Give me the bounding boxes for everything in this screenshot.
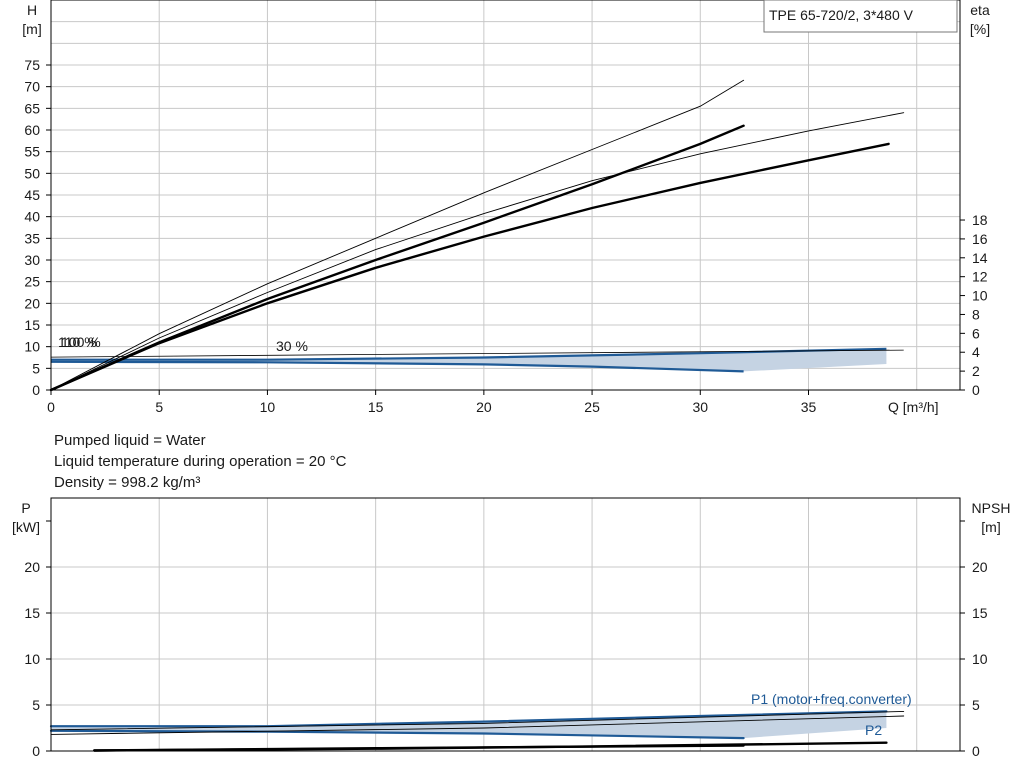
h-tick-label: 65	[24, 100, 40, 116]
eta-tick-label: 0	[972, 382, 980, 398]
efficiency-curve-thin	[50, 349, 904, 358]
eta-tick-label: 10	[972, 288, 988, 304]
eta-tick-label: 8	[972, 306, 980, 322]
h-tick-label: 70	[24, 79, 40, 95]
eta-unit-label: [%]	[970, 21, 990, 37]
npsh-unit-label: [m]	[981, 519, 1000, 535]
efficiency-curve-lower	[50, 360, 744, 373]
p-unit-label: [kW]	[12, 519, 40, 535]
eta-tick-label: 16	[972, 231, 988, 247]
p-tick-label: 15	[24, 605, 40, 621]
npsh-tick-label: 15	[972, 605, 988, 621]
efficiency-curve-upper	[51, 347, 887, 361]
p-tick-label: 0	[32, 743, 40, 759]
x-tick-label: 0	[47, 399, 55, 415]
x-tick-label: 15	[368, 399, 384, 415]
p2-curve-label: P2	[865, 722, 882, 738]
power-chart-axes: 0 5 10 15 20 0 5 10 15 20	[24, 497, 988, 759]
eta-tick-label: 2	[972, 363, 980, 379]
h-tick-label: 45	[24, 187, 40, 203]
h-tick-label: 0	[32, 382, 40, 398]
speed-label-30: 30 %	[276, 338, 308, 354]
p-axis-label: P	[21, 500, 30, 516]
speed-label-110: 110 %	[58, 334, 97, 350]
eta-tick-label: 18	[972, 212, 988, 228]
power-curve	[50, 715, 905, 735]
npsh-tick-label: 5	[972, 697, 980, 713]
head-chart-frame	[50, 0, 961, 391]
power-curves	[49, 710, 905, 752]
h-tick-label: 60	[24, 122, 40, 138]
npsh-tick-label: 20	[972, 559, 988, 575]
h-tick-label: 40	[24, 209, 40, 225]
h-axis-label: H	[27, 2, 37, 18]
h-tick-label: 25	[24, 274, 40, 290]
h-tick-label: 15	[24, 317, 40, 333]
density-info: Density = 998.2 kg/m³	[54, 474, 201, 491]
head-curve	[50, 79, 745, 391]
head-chart-axes: 0 5 10 15 20 25 30 3505101520253035404550556065…	[24, 0, 988, 415]
power-curve	[50, 710, 905, 731]
h-tick-label: 75	[24, 57, 40, 73]
p1-curve-label: P1 (motor+freq.converter)	[751, 691, 912, 707]
eta-axis-label: eta	[970, 2, 990, 18]
h-tick-label: 50	[24, 165, 40, 181]
power-curve-p2	[49, 729, 745, 740]
pump-model-title: TPE 65-720/2, 3*480 V	[769, 7, 914, 23]
h-tick-label: 10	[24, 339, 40, 355]
speed-label-100: 100 %	[61, 334, 101, 350]
head-chart-grid	[50, 0, 960, 391]
p-tick-label: 10	[24, 651, 40, 667]
npsh-axis-label: NPSH	[972, 500, 1011, 516]
x-tick-label: 20	[476, 399, 492, 415]
efficiency-band	[50, 347, 904, 373]
eta-tick-label: 4	[972, 344, 980, 360]
p-tick-label: 20	[24, 559, 40, 575]
liquid-temperature-info: Liquid temperature during operation = 20…	[54, 453, 347, 470]
head-curves	[49, 79, 905, 392]
x-tick-label: 5	[155, 399, 163, 415]
x-tick-label: 25	[584, 399, 600, 415]
h-tick-label: 5	[32, 360, 40, 376]
head-curve	[50, 112, 905, 391]
power-curve-p1	[49, 710, 888, 728]
title-box	[763, 0, 958, 33]
power-curve	[93, 744, 745, 752]
chart-labels: H [m] eta [%] Q [m³/h] TPE 65-720/2, 3*4…	[12, 0, 1010, 738]
h-tick-label: 20	[24, 295, 40, 311]
x-tick-label: 10	[260, 399, 276, 415]
eta-tick-label: 14	[972, 250, 988, 266]
p-tick-label: 5	[32, 697, 40, 713]
h-unit-label: [m]	[22, 21, 41, 37]
h-tick-label: 55	[24, 144, 40, 160]
eta-tick-label: 12	[972, 269, 988, 285]
eta-tick-label: 6	[972, 325, 980, 341]
q-axis-label: Q [m³/h]	[888, 399, 939, 415]
npsh-tick-label: 10	[972, 651, 988, 667]
x-tick-label: 35	[801, 399, 817, 415]
pumped-liquid-info: Pumped liquid = Water	[54, 432, 206, 449]
head-curve	[49, 124, 745, 392]
power-chart-frame	[50, 497, 961, 752]
h-tick-label: 30	[24, 252, 40, 268]
head-curve	[49, 142, 890, 392]
npsh-tick-label: 0	[972, 743, 980, 759]
x-tick-label: 30	[692, 399, 708, 415]
h-tick-label: 35	[24, 230, 40, 246]
